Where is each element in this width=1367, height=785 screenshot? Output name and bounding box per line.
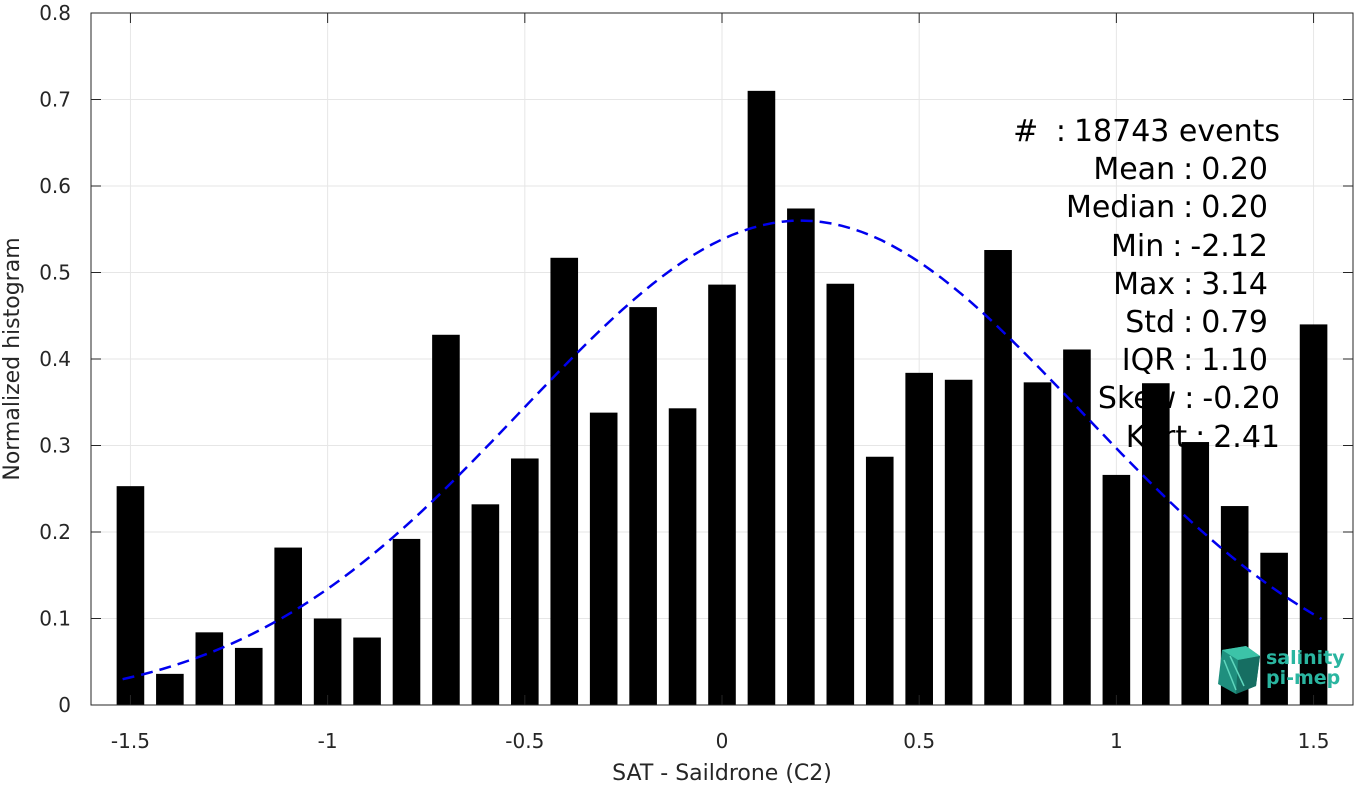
stat-value: 0.20: [1201, 190, 1268, 226]
histogram-bar: [1142, 383, 1170, 705]
stat-value: -0.20: [1202, 381, 1280, 417]
x-tick-label: 0.5: [903, 729, 935, 753]
stat-label: Skew: [1097, 381, 1177, 417]
y-tick-label: 0.2: [39, 520, 71, 544]
stat-median: Median:0.20: [960, 189, 1280, 227]
histogram-bar: [944, 379, 973, 705]
histogram-bar: [156, 673, 184, 705]
histogram-bar: [708, 284, 736, 705]
y-tick-label: 0.7: [39, 88, 71, 112]
logo-line-2: pi-mep: [1266, 667, 1341, 689]
salinity-pimep-logo: salinity pi-mep: [1216, 646, 1356, 694]
y-tick-label: 0.4: [39, 347, 71, 371]
x-tick-label: -0.5: [505, 729, 544, 753]
histogram-bar: [1023, 382, 1052, 705]
histogram-bar: [747, 90, 776, 706]
stat-label: #: [1013, 114, 1039, 149]
histogram-bar: [511, 458, 539, 705]
stat-label: Mean: [1093, 152, 1176, 188]
x-tick-label: 1: [1110, 729, 1123, 753]
histogram-bar: [1102, 474, 1131, 705]
y-tick-label: 0.8: [39, 1, 71, 25]
histogram-bar: [432, 334, 460, 705]
stat-label: Std: [1125, 305, 1176, 341]
stat-label: IQR: [1121, 343, 1176, 379]
stat-max: Max:3.14: [960, 266, 1280, 304]
histogram-bar: [392, 538, 421, 705]
stat-value: 3.14: [1201, 266, 1268, 302]
histogram-bar: [1299, 324, 1328, 705]
stat-min: Min: -2.12: [960, 228, 1280, 266]
y-tick-label: 0.1: [39, 607, 71, 631]
stat-std: Std:0.79: [960, 304, 1280, 342]
logo-line-1: salinity: [1266, 647, 1345, 669]
stat-skew: Skew: -0.20: [960, 380, 1280, 418]
bars: [116, 90, 1328, 706]
stat-mean: Mean:0.20: [960, 151, 1280, 189]
histogram-bar: [1260, 552, 1288, 705]
stat-value: 0.20: [1201, 152, 1268, 188]
stat-count: # :18743 events: [960, 113, 1280, 151]
x-tick-label: 1.5: [1298, 729, 1330, 753]
y-tick-label: 0.3: [39, 434, 71, 458]
histogram-bar: [905, 372, 933, 705]
stat-label: Min: [1111, 228, 1165, 264]
histogram-bar: [668, 408, 697, 705]
histogram-bar: [471, 504, 500, 705]
stat-kurt: Kurt:2.41: [960, 419, 1280, 457]
histogram-bar: [353, 637, 381, 705]
stat-label: Max: [1113, 266, 1176, 302]
stat-value: 2.41: [1213, 419, 1280, 455]
x-axis-label: SAT - Saildrone (C2): [612, 761, 832, 785]
histogram-bar: [550, 257, 579, 705]
stat-value: 0.79: [1201, 305, 1268, 341]
ticks: -1.5 -1 -0.5 0 0.5 1 1.5 0 0.1 0.2 0.3 0.4 0.5 0.6 0.7…: [39, 1, 1353, 753]
x-tick-label: 0: [716, 729, 729, 753]
gaussian-fit-curve: [122, 219, 1323, 681]
logo-text: salinity pi-mep: [1266, 648, 1345, 688]
histogram-bar: [589, 412, 618, 705]
histogram-bar: [1181, 442, 1210, 705]
histogram-bar: [629, 307, 657, 705]
stat-value: 18743 events: [1073, 114, 1280, 149]
histogram-bar: [865, 456, 894, 705]
stat-value: 1.10: [1201, 343, 1268, 379]
stats-box: # :18743 events Mean:0.20 Median:0.20 Mi…: [960, 113, 1280, 457]
stat-label: Median: [1065, 190, 1176, 226]
histogram-bar: [195, 632, 224, 705]
y-tick-label: 0: [58, 693, 71, 717]
histogram-bar: [274, 547, 302, 705]
y-tick-label: 0.6: [39, 174, 71, 198]
stat-label: Kurt: [1125, 419, 1188, 455]
histogram-bar: [313, 618, 342, 705]
y-axis-label: Normalized histogram: [0, 237, 25, 480]
y-tick-label: 0.5: [39, 261, 71, 285]
x-tick-label: -1.5: [111, 729, 150, 753]
histogram-bar: [234, 647, 263, 705]
logo-cube-icon: [1218, 646, 1260, 694]
stat-value: -2.12: [1190, 228, 1268, 264]
histogram-bar: [787, 208, 815, 706]
histogram-bar: [116, 486, 145, 705]
x-tick-label: -1: [318, 729, 338, 753]
stat-iqr: IQR:1.10: [960, 342, 1280, 380]
histogram-bar: [826, 283, 855, 705]
